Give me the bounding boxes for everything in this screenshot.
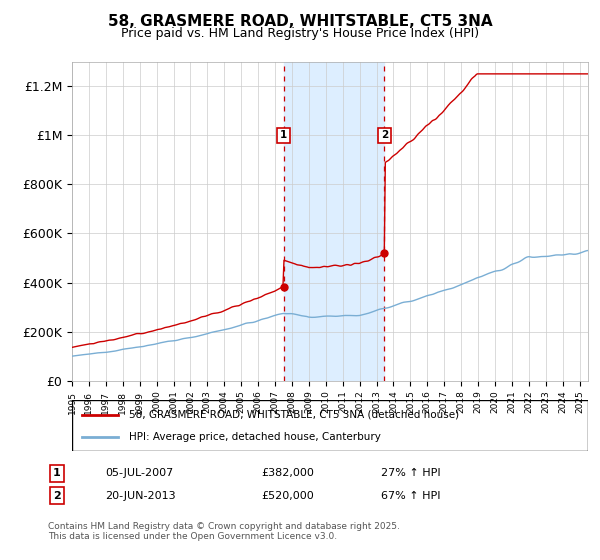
Text: 20-JUN-2013: 20-JUN-2013: [105, 491, 176, 501]
Text: 58, GRASMERE ROAD, WHITSTABLE, CT5 3NA (detached house): 58, GRASMERE ROAD, WHITSTABLE, CT5 3NA (…: [129, 409, 459, 419]
Text: 2: 2: [53, 491, 61, 501]
Text: 2: 2: [381, 130, 388, 140]
Text: 1: 1: [280, 130, 287, 140]
Text: £382,000: £382,000: [261, 468, 314, 478]
Text: Price paid vs. HM Land Registry's House Price Index (HPI): Price paid vs. HM Land Registry's House …: [121, 27, 479, 40]
Bar: [284, 62, 385, 381]
Text: £520,000: £520,000: [261, 491, 314, 501]
Text: 05-JUL-2007: 05-JUL-2007: [105, 468, 173, 478]
Text: 27% ↑ HPI: 27% ↑ HPI: [381, 468, 440, 478]
Text: HPI: Average price, detached house, Canterbury: HPI: Average price, detached house, Cant…: [129, 432, 380, 442]
Text: Contains HM Land Registry data © Crown copyright and database right 2025.
This d: Contains HM Land Registry data © Crown c…: [48, 522, 400, 542]
Text: 1: 1: [53, 468, 61, 478]
Text: 58, GRASMERE ROAD, WHITSTABLE, CT5 3NA: 58, GRASMERE ROAD, WHITSTABLE, CT5 3NA: [107, 14, 493, 29]
Text: 67% ↑ HPI: 67% ↑ HPI: [381, 491, 440, 501]
